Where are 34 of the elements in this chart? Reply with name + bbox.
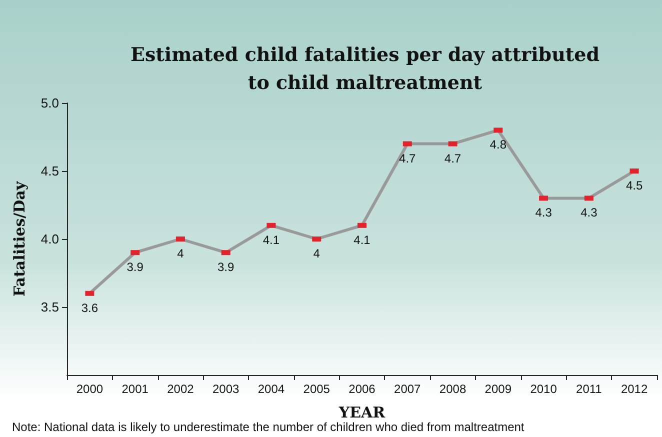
data-label: 4.3 xyxy=(580,206,598,220)
data-label: 3.9 xyxy=(218,260,235,274)
data-label: 4.7 xyxy=(399,151,416,166)
x-tick-label: 2006 xyxy=(348,382,376,396)
data-label: 4.7 xyxy=(444,151,462,166)
data-label: 4.1 xyxy=(354,232,371,247)
x-tick-label: 2000 xyxy=(76,382,104,396)
chart-title: Estimated child fatalities per day attributed to child maltreatment xyxy=(130,44,600,94)
data-label: 4 xyxy=(313,246,320,260)
x-tick-label: 2004 xyxy=(258,382,285,396)
data-label: 4.1 xyxy=(262,232,280,247)
x-axis-title: YEAR xyxy=(338,404,386,422)
x-tick-label: 2012 xyxy=(620,382,648,396)
x-tick-label: 2001 xyxy=(122,382,149,396)
x-tick-label: 2008 xyxy=(439,382,466,396)
data-label: 4.8 xyxy=(490,138,507,152)
data-label: 4 xyxy=(177,246,184,260)
x-tick-label: 2003 xyxy=(212,382,240,396)
x-tick-label: 2010 xyxy=(530,382,558,396)
data-label: 3.9 xyxy=(126,260,144,274)
data-label: 3.6 xyxy=(81,300,98,315)
y-tick-label: 5.0 xyxy=(40,96,59,110)
x-tick-label: 2007 xyxy=(394,382,422,396)
y-tick-label: 4.0 xyxy=(40,232,59,246)
x-tick-label: 2011 xyxy=(576,382,602,396)
y-axis-title: Fatalities/Day xyxy=(10,180,28,297)
x-tick-label: 2005 xyxy=(303,382,330,396)
y-tick-label: 4.5 xyxy=(40,164,59,178)
x-tick-label: 2002 xyxy=(167,382,194,396)
data-label: 4.3 xyxy=(535,206,552,220)
text: Note: National data is likely to underestimate the number of children who died from maltreatment xyxy=(12,420,525,434)
x-tick-label: 2009 xyxy=(484,382,512,396)
data-label: 4.5 xyxy=(626,178,643,192)
y-tick-label: 3.5 xyxy=(40,300,59,314)
